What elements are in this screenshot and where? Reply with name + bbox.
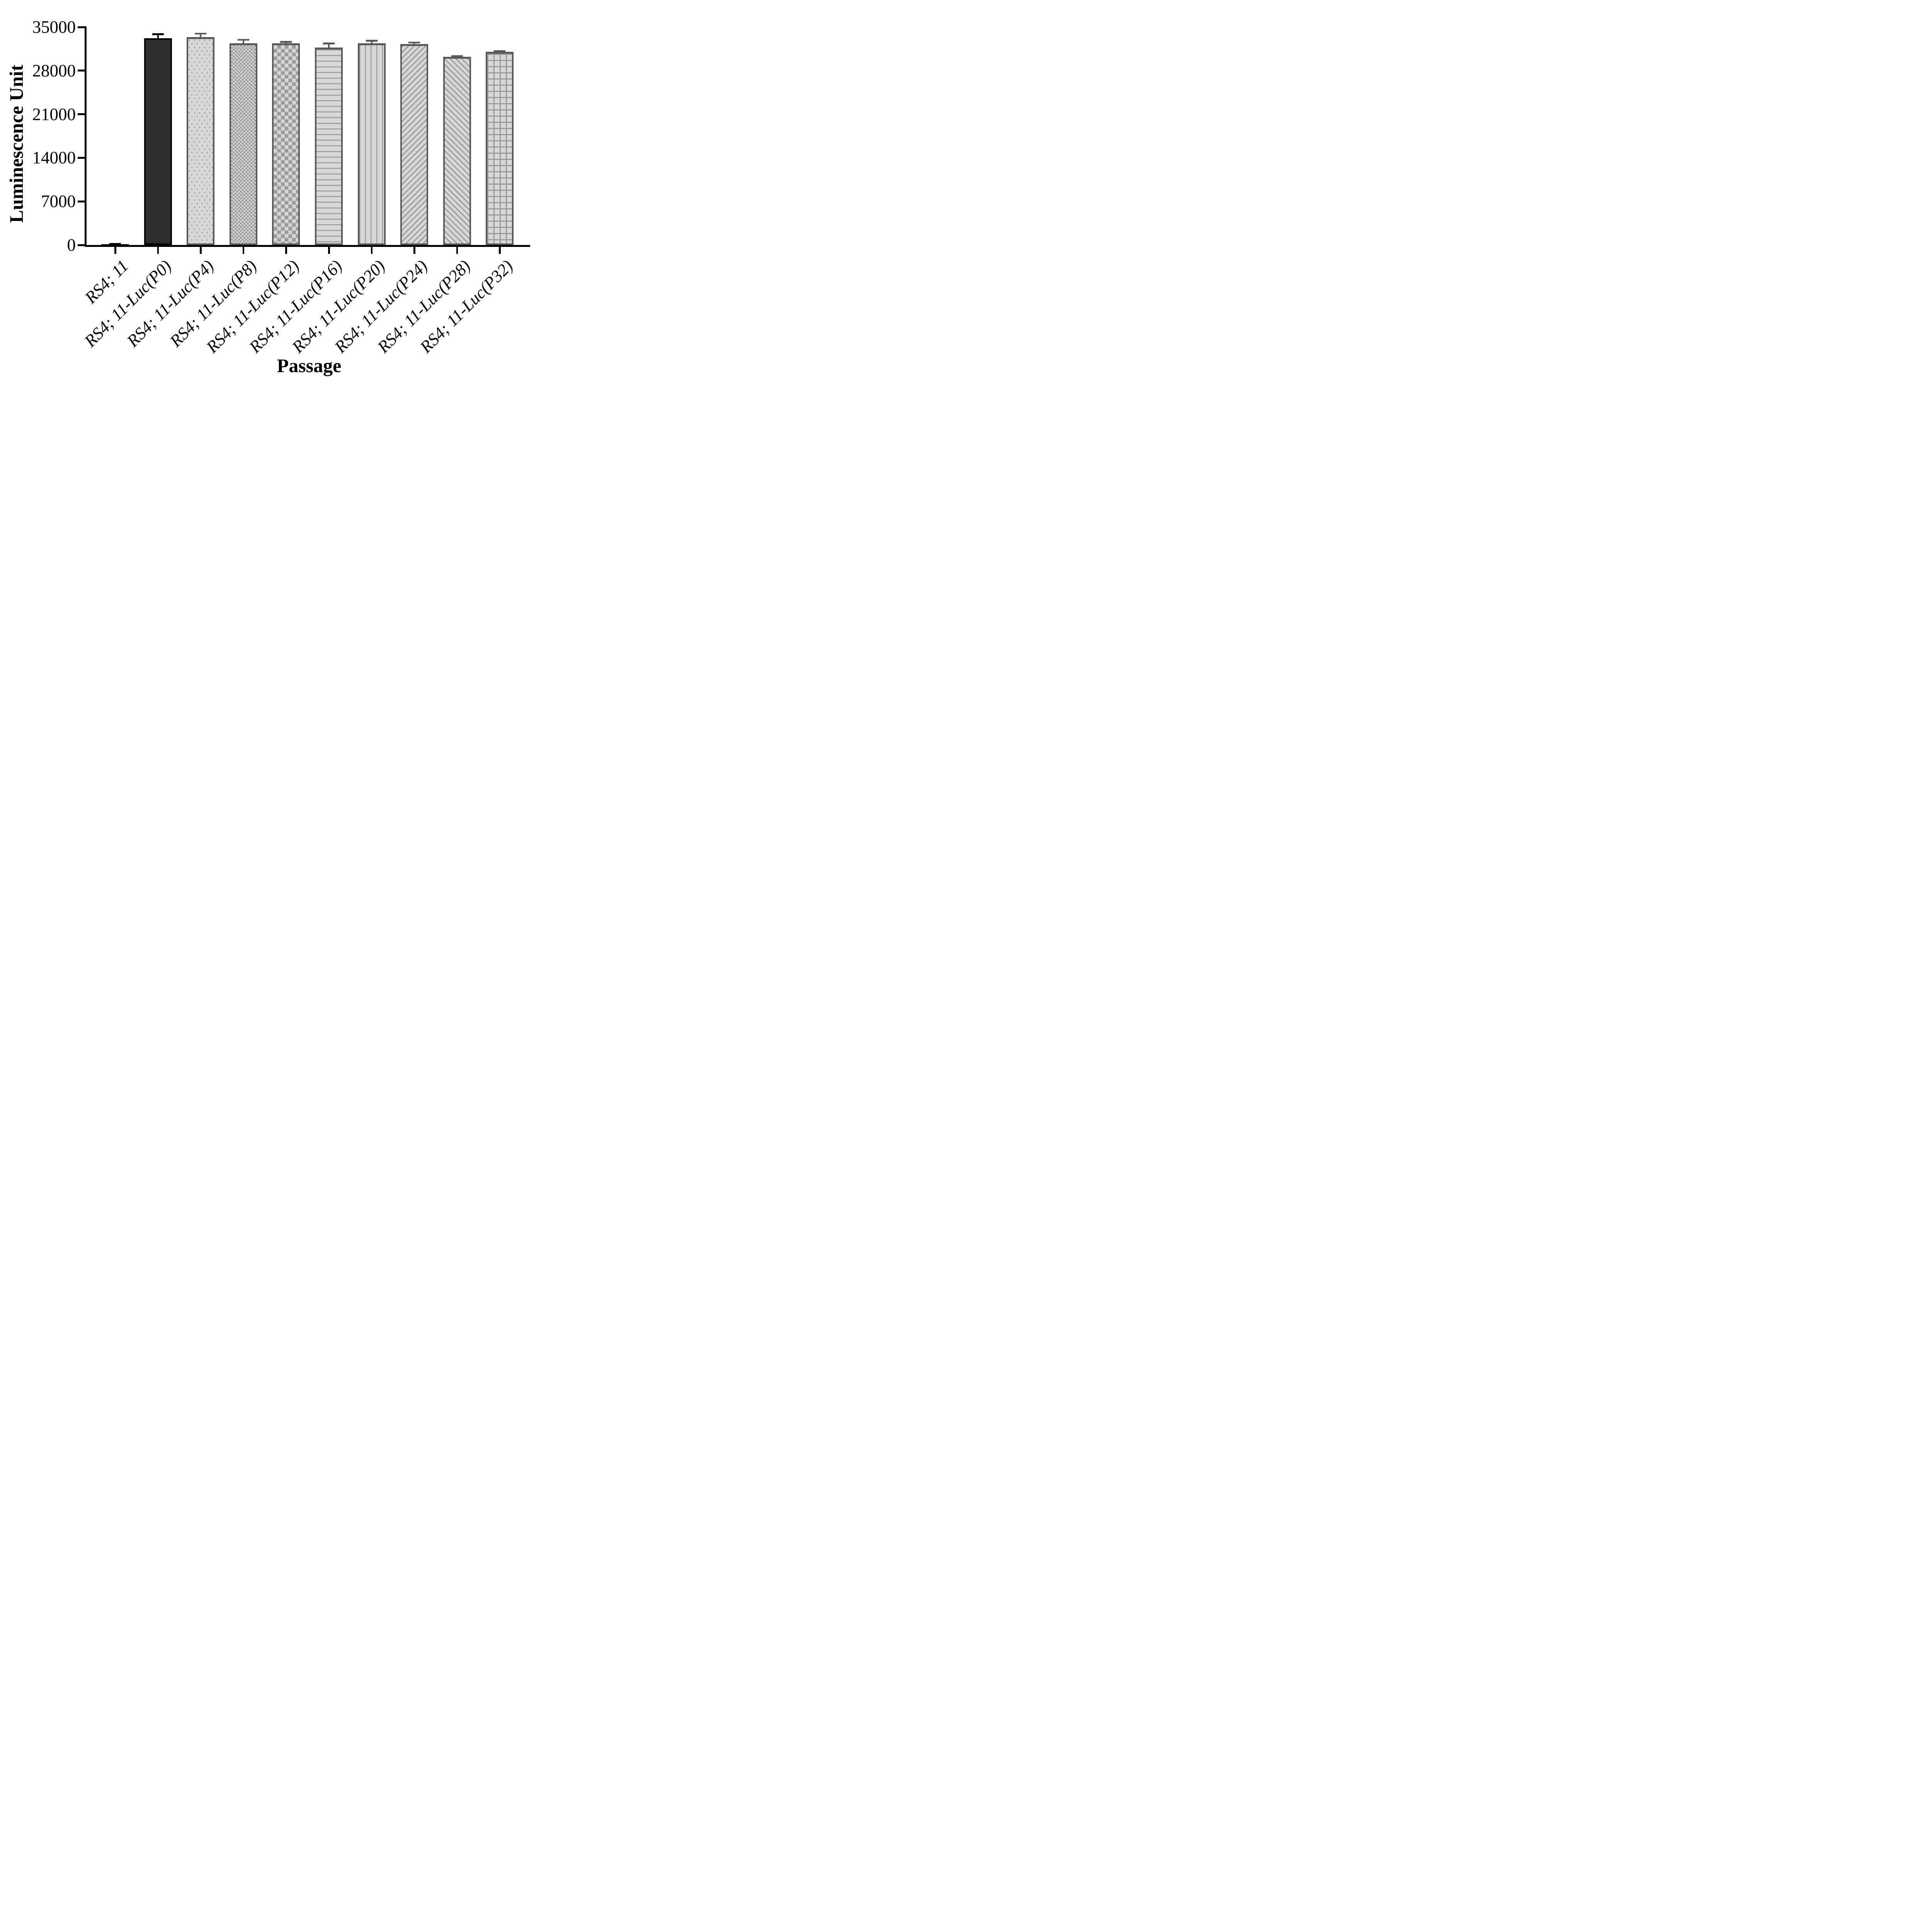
- bar: [229, 43, 257, 245]
- bar-chart: Luminescence Unit Passage 0 7000 14000 2100…: [0, 0, 554, 390]
- error-bar-stem: [242, 39, 244, 45]
- x-tick: [413, 247, 415, 254]
- y-tick-label: 21000: [32, 104, 76, 124]
- error-bar-stem: [285, 41, 287, 45]
- y-tick: [78, 70, 85, 72]
- bar: [101, 244, 129, 245]
- error-bar-cap: [323, 43, 335, 44]
- error-bar-cap: [152, 33, 164, 35]
- error-bar-stem: [328, 43, 330, 49]
- error-bar-cap: [451, 55, 463, 57]
- bar: [144, 38, 172, 245]
- x-tick: [371, 247, 373, 254]
- bar: [272, 43, 300, 245]
- x-tick: [285, 247, 287, 254]
- error-bar-stem: [413, 41, 415, 46]
- bar: [315, 48, 343, 245]
- x-tick: [499, 247, 501, 254]
- x-tick: [328, 247, 330, 254]
- error-bar-cap: [366, 40, 378, 42]
- bar: [187, 37, 215, 245]
- x-tick: [456, 247, 458, 254]
- bar: [357, 43, 386, 245]
- error-bar-stem: [200, 32, 202, 39]
- x-axis-title: Passage: [277, 355, 342, 376]
- x-tick: [157, 247, 159, 254]
- bar: [443, 57, 471, 245]
- y-tick-label: 0: [67, 235, 76, 255]
- x-tick: [114, 247, 116, 254]
- y-tick-label: 28000: [32, 61, 76, 80]
- x-tick: [200, 247, 202, 254]
- y-tick: [78, 156, 85, 159]
- error-bar-cap: [408, 41, 420, 44]
- y-tick: [78, 244, 85, 246]
- y-tick: [78, 200, 85, 202]
- y-tick: [78, 113, 85, 116]
- error-bar-cap: [280, 41, 292, 43]
- error-bar-cap: [195, 32, 207, 34]
- y-tick-label: 7000: [41, 192, 76, 211]
- bar: [400, 44, 429, 245]
- y-tick: [78, 26, 85, 28]
- y-axis-line: [85, 26, 87, 247]
- y-tick-label: 14000: [32, 148, 76, 168]
- error-bar-cap: [494, 50, 506, 52]
- y-tick-label: 35000: [32, 17, 76, 37]
- x-axis-line: [85, 245, 530, 247]
- error-bar-cap: [109, 243, 121, 245]
- error-bar-stem: [157, 33, 159, 40]
- error-bar-stem: [371, 40, 372, 45]
- error-bar-cap: [237, 39, 249, 41]
- x-tick: [242, 247, 245, 254]
- bar: [486, 52, 514, 245]
